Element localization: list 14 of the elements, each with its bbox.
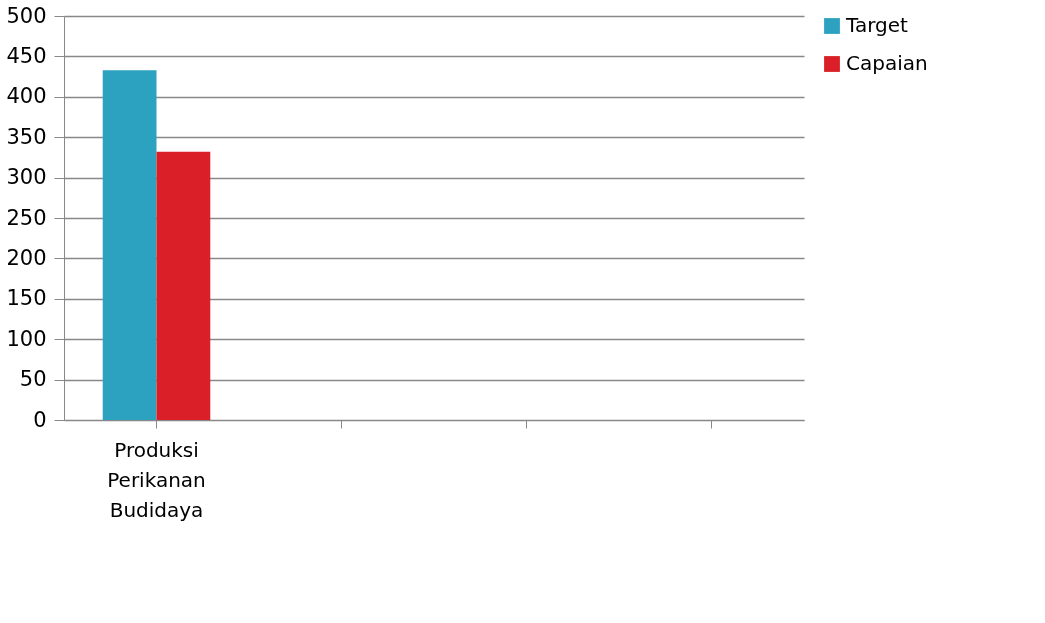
y-tick-label: 100: [6, 326, 47, 351]
y-tick-label: 450: [6, 43, 47, 68]
y-tick-label: 200: [6, 245, 47, 270]
legend-label: Capaian: [846, 51, 928, 75]
y-tick-label: 250: [6, 205, 47, 230]
y-tick-label: 0: [33, 407, 47, 432]
y-tick-label: 400: [6, 84, 47, 109]
y-tick-label: 500: [6, 3, 47, 28]
legend-label: Target: [845, 13, 909, 37]
y-tick-label: 300: [6, 165, 47, 190]
y-tick-label: 350: [6, 124, 47, 149]
y-tick-label: 150: [6, 286, 47, 311]
x-tick-label: Produksi Perikanan Budidaya: [107, 437, 206, 522]
y-tick-label: 50: [19, 367, 47, 392]
